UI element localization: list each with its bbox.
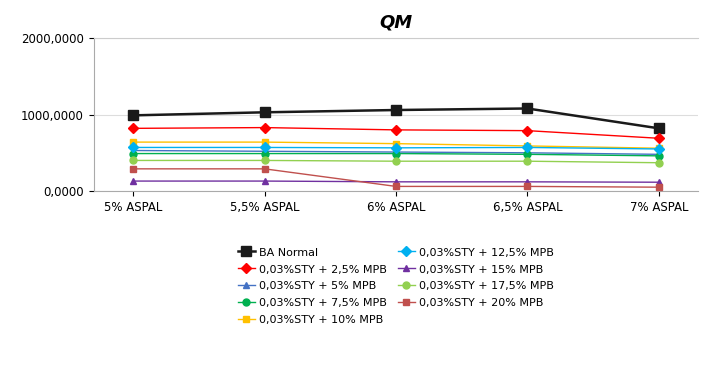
0,03%STY + 10% MPB [392, 141, 400, 146]
0,03%STY + 7,5% MPB [523, 152, 532, 157]
BA Normal [392, 108, 400, 112]
0,03%STY + 7,5% MPB [260, 151, 269, 156]
0,03%STY + 12,5% MPB [523, 145, 532, 150]
0,03%STY + 17,5% MPB [654, 160, 663, 165]
0,03%STY + 15% MPB [654, 180, 663, 185]
0,03%STY + 12,5% MPB [392, 146, 400, 150]
0,03%STY + 10% MPB [129, 140, 138, 144]
0,03%STY + 17,5% MPB [523, 159, 532, 163]
0,03%STY + 12,5% MPB [260, 145, 269, 150]
0,03%STY + 20% MPB [654, 185, 663, 189]
0,03%STY + 12,5% MPB [129, 145, 138, 150]
0,03%STY + 5% MPB [260, 149, 269, 154]
Line: 0,03%STY + 12,5% MPB: 0,03%STY + 12,5% MPB [130, 144, 662, 152]
Line: 0,03%STY + 5% MPB: 0,03%STY + 5% MPB [130, 147, 662, 158]
BA Normal [523, 106, 532, 111]
0,03%STY + 10% MPB [523, 144, 532, 148]
0,03%STY + 17,5% MPB [392, 159, 400, 163]
0,03%STY + 20% MPB [260, 167, 269, 171]
0,03%STY + 2,5% MPB [523, 128, 532, 133]
BA Normal [654, 126, 663, 131]
Title: QM: QM [379, 13, 413, 31]
0,03%STY + 15% MPB [392, 180, 400, 184]
0,03%STY + 2,5% MPB [392, 128, 400, 132]
0,03%STY + 5% MPB [392, 150, 400, 154]
0,03%STY + 5% MPB [129, 148, 138, 153]
BA Normal [260, 110, 269, 115]
0,03%STY + 17,5% MPB [129, 158, 138, 163]
Legend: BA Normal, 0,03%STY + 2,5% MPB, 0,03%STY + 5% MPB, 0,03%STY + 7,5% MPB, 0,03%STY: BA Normal, 0,03%STY + 2,5% MPB, 0,03%STY… [233, 243, 559, 330]
0,03%STY + 2,5% MPB [129, 126, 138, 131]
Line: 0,03%STY + 7,5% MPB: 0,03%STY + 7,5% MPB [130, 150, 662, 159]
0,03%STY + 7,5% MPB [654, 154, 663, 158]
0,03%STY + 5% MPB [654, 152, 663, 157]
Line: 0,03%STY + 15% MPB: 0,03%STY + 15% MPB [130, 178, 662, 186]
0,03%STY + 15% MPB [523, 180, 532, 184]
0,03%STY + 5% MPB [523, 151, 532, 155]
0,03%STY + 15% MPB [129, 179, 138, 183]
Line: BA Normal: BA Normal [128, 104, 664, 133]
0,03%STY + 12,5% MPB [654, 147, 663, 151]
BA Normal [129, 113, 138, 118]
Line: 0,03%STY + 2,5% MPB: 0,03%STY + 2,5% MPB [130, 124, 662, 142]
0,03%STY + 20% MPB [392, 184, 400, 189]
0,03%STY + 7,5% MPB [392, 151, 400, 156]
0,03%STY + 20% MPB [129, 167, 138, 171]
0,03%STY + 20% MPB [523, 184, 532, 189]
Line: 0,03%STY + 17,5% MPB: 0,03%STY + 17,5% MPB [130, 157, 662, 166]
0,03%STY + 17,5% MPB [260, 158, 269, 163]
0,03%STY + 10% MPB [654, 146, 663, 151]
Line: 0,03%STY + 20% MPB: 0,03%STY + 20% MPB [130, 165, 662, 191]
0,03%STY + 15% MPB [260, 179, 269, 183]
0,03%STY + 7,5% MPB [129, 151, 138, 156]
0,03%STY + 2,5% MPB [260, 125, 269, 130]
0,03%STY + 2,5% MPB [654, 136, 663, 141]
Line: 0,03%STY + 10% MPB: 0,03%STY + 10% MPB [130, 139, 662, 152]
0,03%STY + 10% MPB [260, 140, 269, 144]
